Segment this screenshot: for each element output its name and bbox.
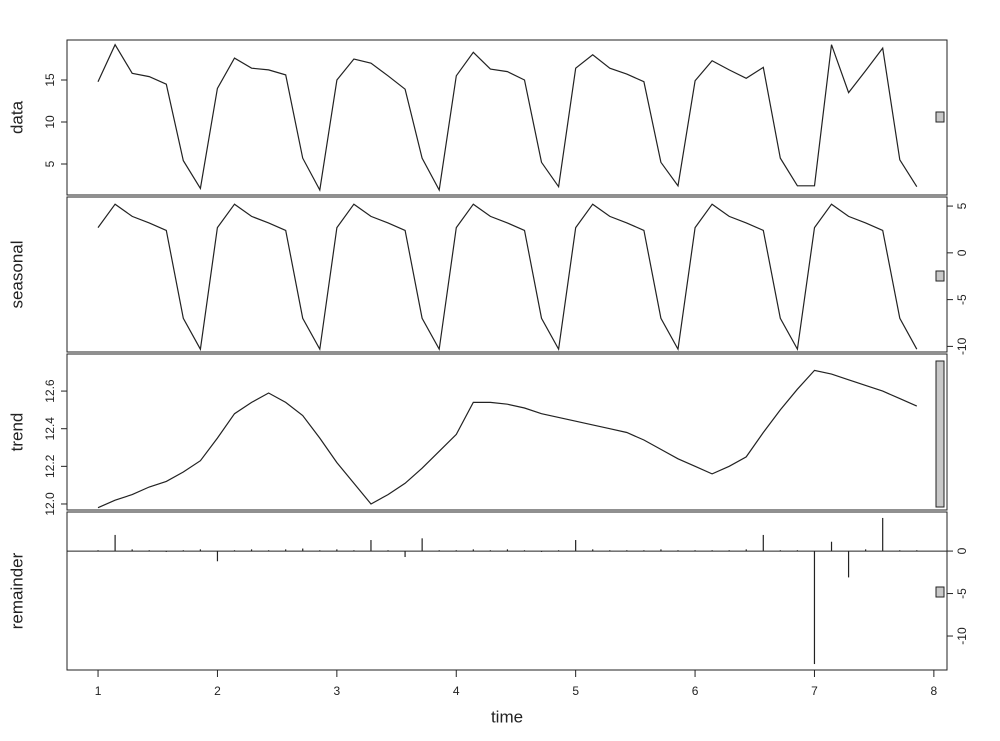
range-bar (935, 586, 945, 598)
y-tick-label: 0 (955, 547, 969, 554)
x-tick-label: 5 (572, 684, 579, 698)
x-tick-label: 3 (334, 684, 341, 698)
y-tick-label: 5 (43, 160, 57, 167)
y-tick-label: 10 (43, 115, 57, 129)
x-tick-label: 7 (811, 684, 818, 698)
x-tick-label: 6 (692, 684, 699, 698)
panel-frame (66, 39, 948, 196)
y-axis-label: trend (7, 413, 26, 452)
y-tick-label: -10 (955, 627, 969, 645)
x-tick-label: 2 (214, 684, 221, 698)
range-bar (935, 111, 945, 123)
x-tick-label: 8 (931, 684, 938, 698)
y-tick-label: 12.2 (43, 454, 57, 478)
y-tick-label: 5 (955, 202, 969, 209)
x-tick-label: 1 (95, 684, 102, 698)
y-tick-label: -10 (955, 337, 969, 355)
y-tick-label: -5 (955, 588, 969, 599)
y-tick-label: 12.0 (43, 492, 57, 516)
y-tick-label: -5 (955, 294, 969, 305)
y-tick-label: 12.6 (43, 379, 57, 403)
y-tick-label: 0 (955, 249, 969, 256)
y-axis-label: seasonal (7, 240, 26, 308)
y-tick-label: 15 (43, 73, 57, 87)
x-tick-label: 4 (453, 684, 460, 698)
y-axis-label: remainder (7, 552, 26, 629)
panel-frame (66, 196, 948, 353)
y-tick-label: 12.4 (43, 417, 57, 441)
series-line (97, 203, 918, 352)
series-line (97, 43, 918, 192)
y-axis-label: data (7, 100, 26, 134)
range-bar (935, 360, 945, 508)
range-bar (935, 270, 945, 282)
x-axis-label: time (491, 707, 523, 726)
panel-frame (66, 353, 948, 511)
series-line (97, 369, 918, 509)
